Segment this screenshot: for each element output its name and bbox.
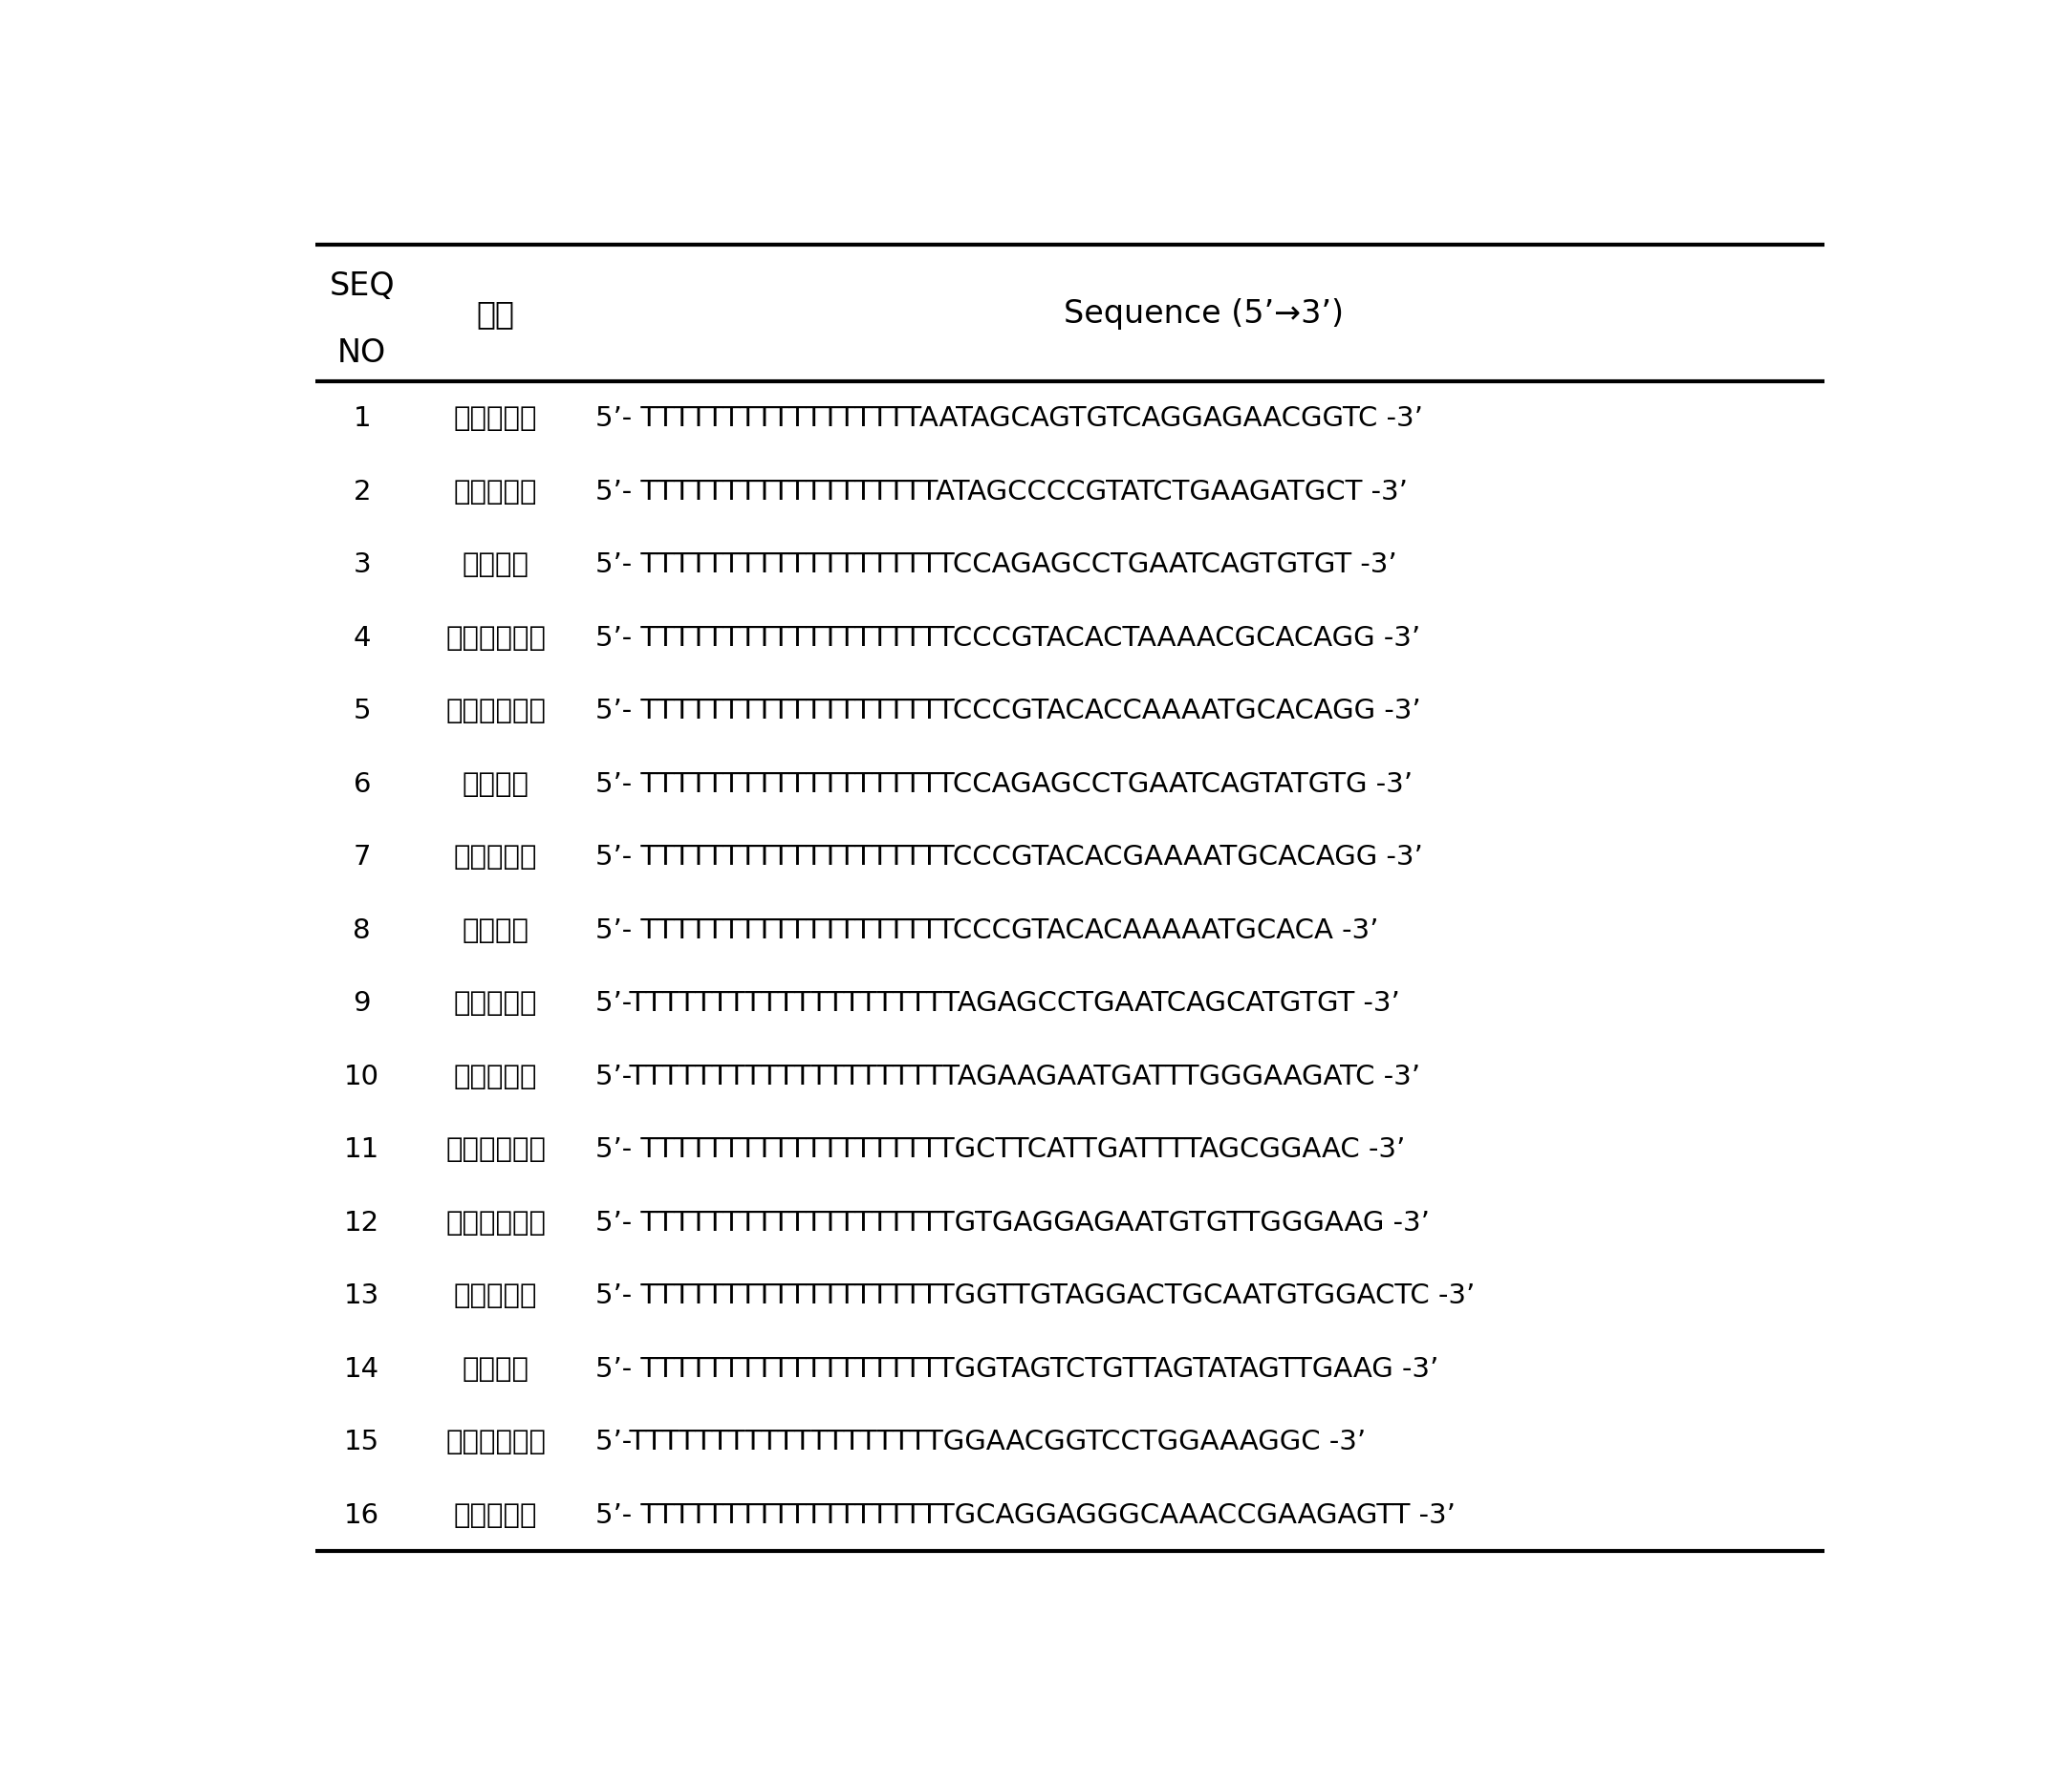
Text: Sequence (5’→3’): Sequence (5’→3’) (1063, 298, 1343, 330)
Text: 1: 1 (352, 404, 371, 433)
Text: 5’-TTTTTTTTTTTTTTTTTTTTAGAGCCTGAATCAGCATGTGT -3’: 5’-TTTTTTTTTTTTTTTTTTTTAGAGCCTGAATCAGCAT… (595, 989, 1401, 1017)
Text: 5’-TTTTTTTTTTTTTTTTTTTGGAACGGTCCTGGAAAGGC -3’: 5’-TTTTTTTTTTTTTTTTTTTGGAACGGTCCTGGAAAGG… (595, 1429, 1365, 1455)
Text: 5’- TTTTTTTTTTTTTTTTTTTCCAGAGCCTGAATCAGTGTGT -3’: 5’- TTTTTTTTTTTTTTTTTTTCCAGAGCCTGAATCAGT… (595, 551, 1397, 577)
Text: 5’-TTTTTTTTTTTTTTTTTTTTAGAAGAATGATTTGGGAAGATC -3’: 5’-TTTTTTTTTTTTTTTTTTTTAGAAGAATGATTTGGGA… (595, 1063, 1419, 1090)
Text: 5: 5 (352, 698, 371, 724)
Text: 5’- TTTTTTTTTTTTTTTTTTTGTGAGGAGAATGTGTTGGGAAG -3’: 5’- TTTTTTTTTTTTTTTTTTTGTGAGGAGAATGTGTTG… (595, 1210, 1430, 1236)
Text: 大肠杆菌: 大肠杆菌 (462, 917, 528, 943)
Text: 大肠杆菌: 大肠杆菌 (462, 551, 528, 577)
Text: 10: 10 (344, 1063, 379, 1090)
Text: 奇异变形菌: 奇异变形菌 (454, 479, 537, 505)
Text: 5’- TTTTTTTTTTTTTTTTTTTCCCGTACACCAAAATGCACAGG -3’: 5’- TTTTTTTTTTTTTTTTTTTCCCGTACACCAAAATGC… (595, 698, 1421, 724)
Text: 6: 6 (352, 770, 371, 796)
Text: 7: 7 (352, 844, 371, 871)
Text: 12: 12 (344, 1210, 379, 1236)
Text: 肺炎克雷伯菌: 肺炎克雷伯菌 (445, 698, 545, 724)
Text: 大肠杆菌: 大肠杆菌 (462, 770, 528, 796)
Text: 口腔链球菌: 口腔链球菌 (454, 1501, 537, 1528)
Text: 5’- TTTTTTTTTTTTTTTTTTTGGTTGTAGGACTGCAATGTGGACTC -3’: 5’- TTTTTTTTTTTTTTTTTTTGGTTGTAGGACTGCAAT… (595, 1282, 1475, 1309)
Text: 粪肠球菌: 粪肠球菌 (462, 1355, 528, 1383)
Text: 5’- TTTTTTTTTTTTTTTTTTATAGCCCCGTATCTGAAGATGCT -3’: 5’- TTTTTTTTTTTTTTTTTTATAGCCCCGTATCTGAAG… (595, 479, 1407, 505)
Text: 嘎水气单胞菌: 嘎水气单胞菌 (445, 1429, 545, 1455)
Text: 3: 3 (352, 551, 371, 577)
Text: 5’- TTTTTTTTTTTTTTTTTTTGCAGGAGGGCAAACCGAAGAGTT -3’: 5’- TTTTTTTTTTTTTTTTTTTGCAGGAGGGCAAACCGA… (595, 1501, 1455, 1528)
Text: 13: 13 (344, 1282, 379, 1309)
Text: 阴沟肠杆菌: 阴沟肠杆菌 (454, 844, 537, 871)
Text: 5’- TTTTTTTTTTTTTTTTTTTCCCGTACACGAAAATGCACAGG -3’: 5’- TTTTTTTTTTTTTTTTTTTCCCGTACACGAAAATGC… (595, 844, 1423, 871)
Text: 铜绻假单胞菌: 铜绻假单胞菌 (445, 1136, 545, 1162)
Text: NO: NO (338, 337, 387, 369)
Text: 流感嘎血杆菌: 流感嘎血杆菌 (445, 1210, 545, 1236)
Text: 5’- TTTTTTTTTTTTTTTTTTTCCAGAGCCTGAATCAGTATGTG -3’: 5’- TTTTTTTTTTTTTTTTTTTCCAGAGCCTGAATCAGT… (595, 770, 1413, 796)
Text: 肺炎链球菌: 肺炎链球菌 (454, 1063, 537, 1090)
Text: 菌种: 菌种 (477, 298, 514, 330)
Text: 2: 2 (352, 479, 371, 505)
Text: 9: 9 (352, 989, 371, 1017)
Text: 肺炎链球菌: 肺炎链球菌 (454, 1282, 537, 1309)
Text: 16: 16 (344, 1501, 379, 1528)
Text: 11: 11 (344, 1136, 379, 1162)
Text: 15: 15 (344, 1429, 379, 1455)
Text: 5’- TTTTTTTTTTTTTTTTTTTCCCGTACACAAAAATGCACA -3’: 5’- TTTTTTTTTTTTTTTTTTTCCCGTACACAAAAATGC… (595, 917, 1378, 943)
Text: 5’- TTTTTTTTTTTTTTTTTTTGGTAGTCTGTTAGTATAGTTGAAG -3’: 5’- TTTTTTTTTTTTTTTTTTTGGTAGTCTGTTAGTATA… (595, 1355, 1438, 1383)
Text: 5’- TTTTTTTTTTTTTTTTTAATAGCAGTGTCAGGAGAACGGTC -3’: 5’- TTTTTTTTTTTTTTTTTAATAGCAGTGTCAGGAGAA… (595, 404, 1423, 433)
Text: 肠道沙门菌: 肠道沙门菌 (454, 989, 537, 1017)
Text: 4: 4 (352, 625, 371, 652)
Text: 奇异变形菌: 奇异变形菌 (454, 404, 537, 433)
Text: 14: 14 (344, 1355, 379, 1383)
Text: 产酸克雷伯菌: 产酸克雷伯菌 (445, 625, 545, 652)
Text: 5’- TTTTTTTTTTTTTTTTTTTCCCGTACACTAAAACGCACAGG -3’: 5’- TTTTTTTTTTTTTTTTTTTCCCGTACACTAAAACGC… (595, 625, 1419, 652)
Text: 8: 8 (352, 917, 371, 943)
Text: SEQ: SEQ (329, 270, 396, 302)
Text: 5’- TTTTTTTTTTTTTTTTTTTGCTTCATTGATTTTAGCGGAAC -3’: 5’- TTTTTTTTTTTTTTTTTTTGCTTCATTGATTTTAGC… (595, 1136, 1405, 1162)
